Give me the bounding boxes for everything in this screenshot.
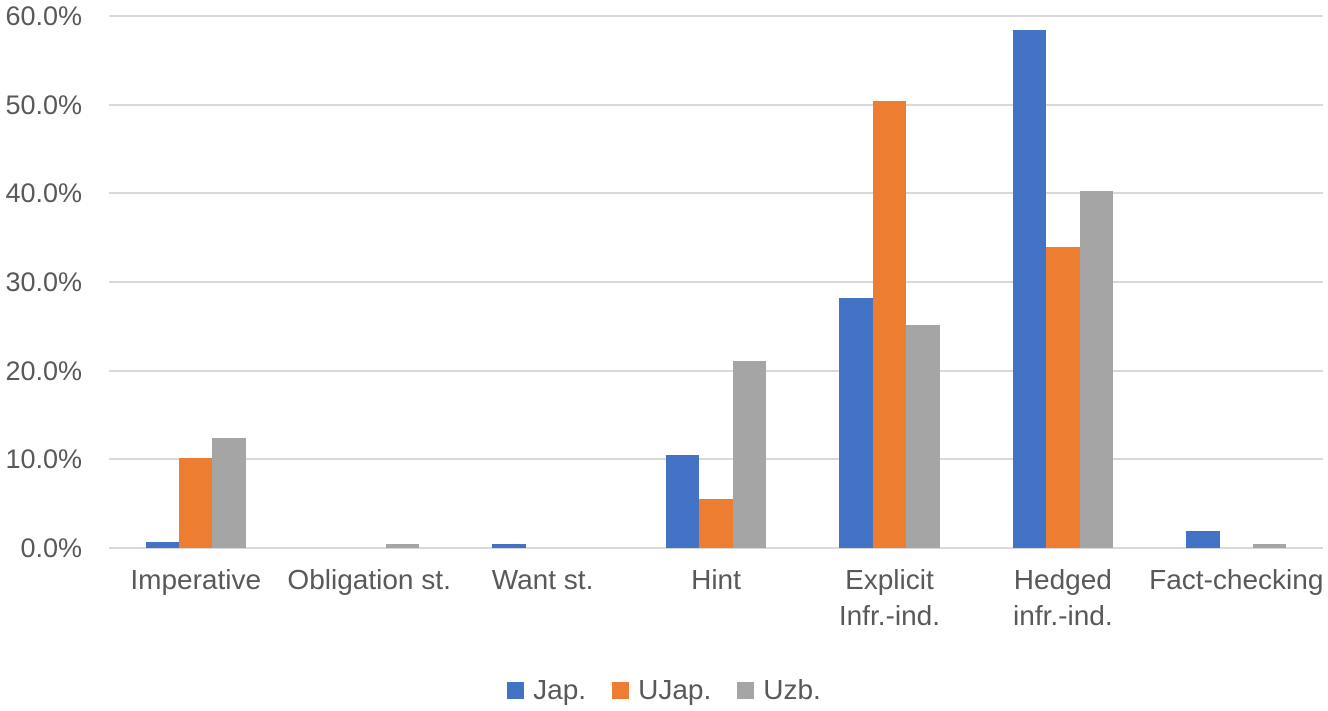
x-axis-label-imperative: Imperative (130, 564, 262, 595)
x-axis-label-explicit-infr-ind: Explicit Infr.-ind. (838, 564, 940, 631)
y-axis-tick-label: 50.0% (5, 89, 82, 120)
y-axis-tick-label: 0.0% (20, 533, 82, 563)
x-axis-label-want-st: Want st. (491, 564, 594, 595)
y-axis-tick-label: 10.0% (5, 444, 82, 475)
bar-uzb-hedged-infr-ind (1079, 190, 1113, 548)
y-axis-tick-label: 60.0% (5, 1, 82, 31)
bar-jap-explicit-infr-ind (839, 297, 873, 548)
bar-ujap-hint (699, 499, 733, 548)
y-axis-tick-label: 20.0% (5, 355, 82, 386)
bar-uzb-imperative (212, 438, 246, 548)
legend-swatch-icon (737, 681, 755, 699)
bar-ujap-imperative (179, 457, 213, 548)
legend-label: UJap. (638, 674, 712, 705)
bar-jap-hedged-infr-ind (1012, 30, 1047, 548)
legend-item-uzb: Uzb. (737, 674, 821, 706)
legend-swatch-icon (507, 681, 525, 699)
legend-label: Uzb. (763, 674, 821, 705)
x-axis-label-obligation-st: Obligation st. (287, 564, 451, 595)
x-axis-label-hedged-infr-ind: Hedged infr.-ind. (1013, 564, 1113, 631)
gridline (109, 369, 1323, 372)
bar-uzb-fact-checking (1252, 544, 1287, 548)
chart-legend: Jap. UJap. Uzb. (0, 674, 1328, 706)
bar-ujap-explicit-infr-ind (872, 101, 907, 548)
bar-jap-hint (665, 454, 700, 548)
legend-item-ujap: UJap. (612, 674, 711, 706)
gridline (109, 458, 1323, 461)
gridline (109, 103, 1323, 106)
legend-label: Jap. (533, 674, 587, 705)
y-axis-tick-label: 30.0% (5, 267, 82, 297)
y-axis-tick-label: 40.0% (5, 178, 82, 209)
bar-jap-imperative (145, 541, 179, 548)
legend-item-jap: Jap. (507, 674, 586, 706)
x-axis-label-hint: Hint (691, 564, 741, 595)
gridline (109, 192, 1323, 195)
bar-jap-want-st (492, 544, 526, 548)
gridline (109, 15, 1323, 17)
bar-uzb-hint (732, 360, 767, 548)
legend-swatch-icon (612, 681, 630, 699)
x-axis-label-fact-checking: Fact-checking (1149, 564, 1324, 595)
gridline (109, 547, 1323, 549)
bar-ujap-hedged-infr-ind (1046, 247, 1080, 548)
bar-uzb-obligation-st (385, 544, 420, 548)
gridline (109, 281, 1323, 283)
bar-uzb-explicit-infr-ind (906, 324, 940, 548)
bar-jap-fact-checking (1186, 531, 1220, 548)
